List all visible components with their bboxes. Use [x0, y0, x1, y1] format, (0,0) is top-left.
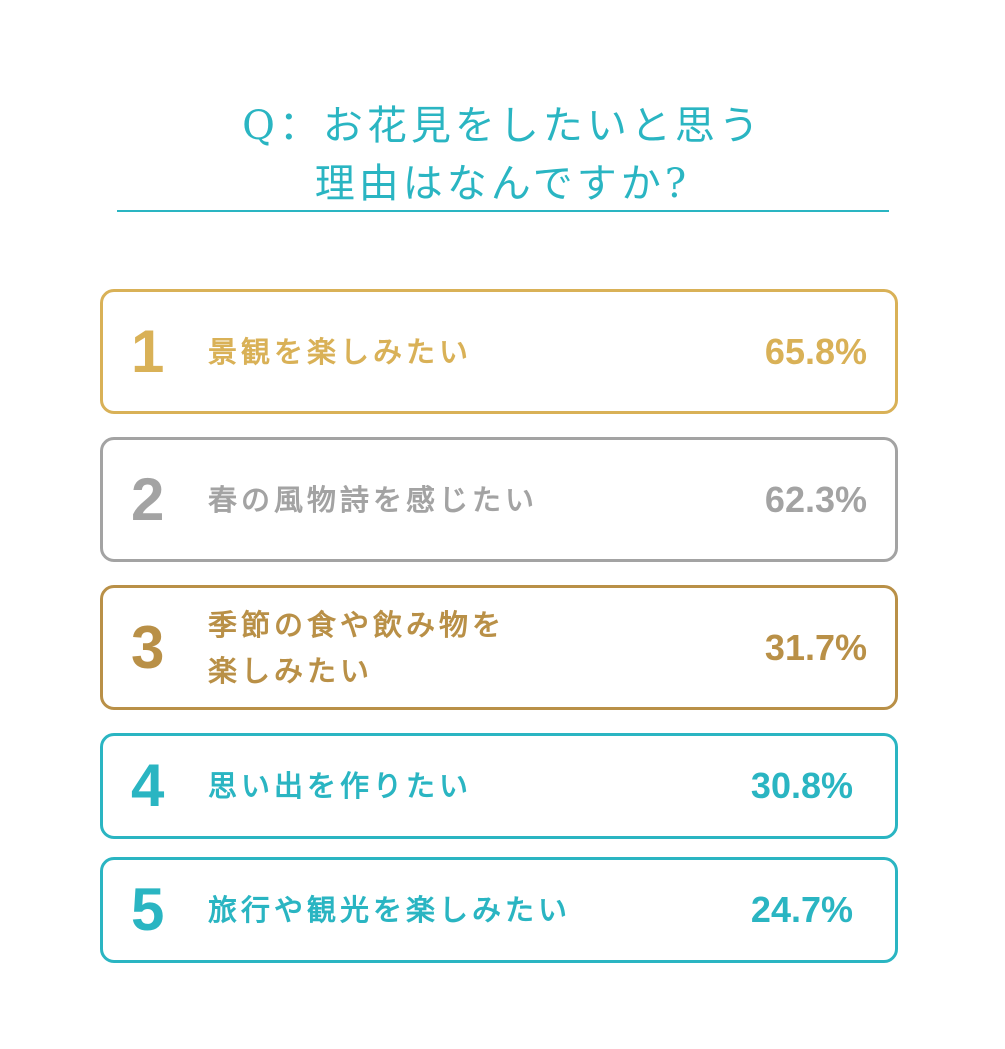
rank-number: 4 — [131, 752, 165, 819]
percent-value: 30.8% — [750, 765, 853, 806]
rank-number: 3 — [131, 613, 165, 681]
ranking-card-1: 1 景観を楽しみたい 65.8% — [100, 289, 898, 414]
title-line-2: 理由はなんですか? — [314, 160, 691, 207]
reason-label: 旅行や観光を楽しみたい — [208, 893, 572, 927]
reason-label: 季節の食や飲み物を 楽しみたい — [208, 607, 506, 688]
reason-label: 春の風物詩を感じたい — [208, 482, 539, 517]
title-underline — [117, 210, 889, 212]
ranking-card-4: 4 思い出を作りたい 30.8% — [100, 733, 898, 839]
percent-value: 65.8% — [764, 330, 867, 372]
page-title: Q：お花見をしたいと思う 理由はなんですか? — [0, 97, 1005, 213]
reason-label: 思い出を作りたい — [208, 769, 473, 803]
percent-value: 62.3% — [764, 478, 867, 520]
ranking-card-3: 3 季節の食や飲み物を 楽しみたい 31.7% — [100, 585, 898, 710]
rank-number: 5 — [131, 876, 165, 943]
ranking-card-5: 5 旅行や観光を楽しみたい 24.7% — [100, 857, 898, 963]
ranking-card-2: 2 春の風物詩を感じたい 62.3% — [100, 437, 898, 562]
rank-number: 1 — [131, 317, 165, 385]
rank-number: 2 — [131, 465, 165, 533]
reason-label: 景観を楽しみたい — [208, 334, 473, 369]
percent-value: 24.7% — [750, 889, 853, 930]
title-line-1: Q：お花見をしたいと思う — [242, 102, 763, 149]
percent-value: 31.7% — [764, 626, 867, 668]
